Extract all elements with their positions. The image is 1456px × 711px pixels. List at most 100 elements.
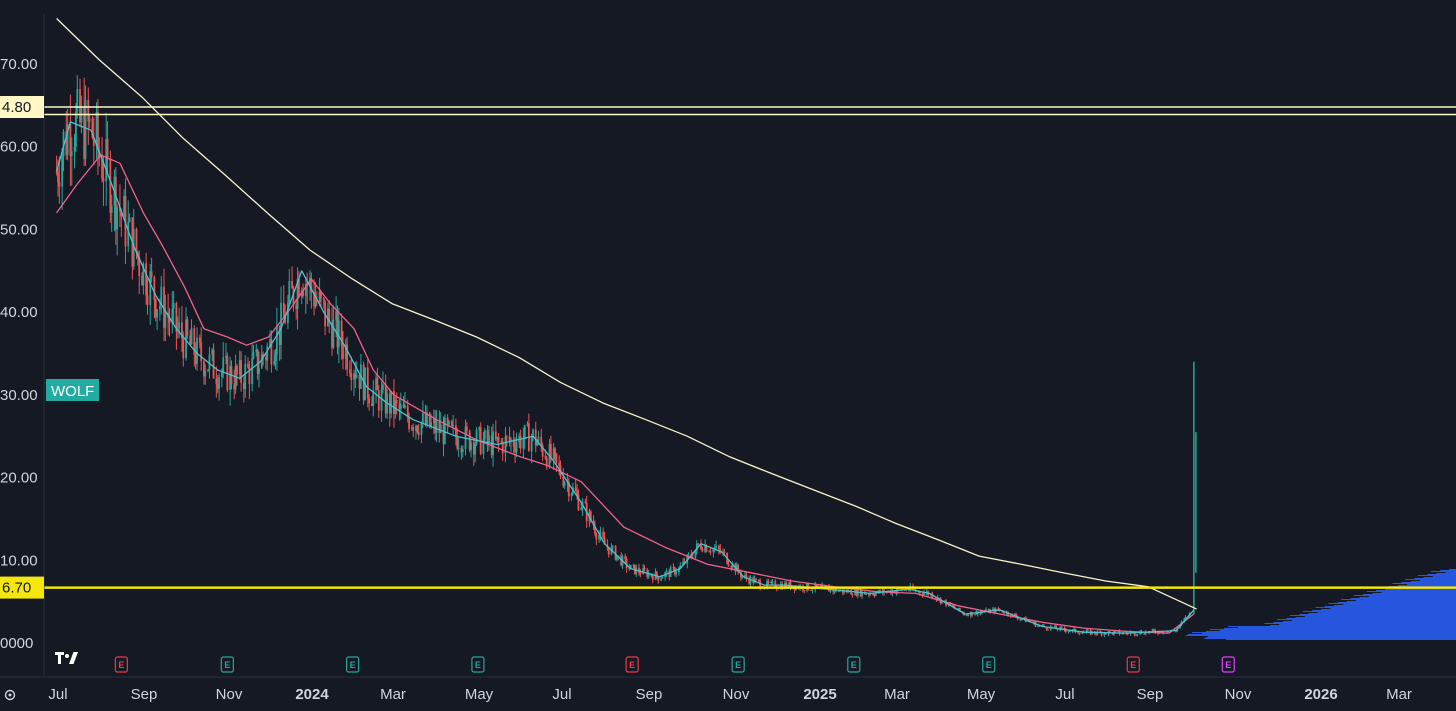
tradingview-logo-icon[interactable] xyxy=(55,652,78,664)
candle-body xyxy=(273,361,276,365)
candle-body xyxy=(73,146,76,152)
x-tick-label: Nov xyxy=(216,686,243,703)
earnings-marker-label: E xyxy=(629,660,635,670)
earnings-marker-icon[interactable] xyxy=(220,656,234,673)
candle-body xyxy=(402,404,405,408)
candle-body xyxy=(461,449,464,453)
candle-body xyxy=(410,427,413,430)
volume-profile-bar xyxy=(1346,601,1456,602)
candle-body xyxy=(1020,618,1023,620)
candle-body xyxy=(470,442,472,451)
candle-body xyxy=(110,205,113,214)
candle-body xyxy=(779,584,782,589)
candle-body xyxy=(160,286,163,307)
candle-body xyxy=(196,337,198,364)
earnings-marker-icon[interactable] xyxy=(847,656,861,673)
candle-body xyxy=(510,439,512,442)
price-tags: 4.80 6.70 xyxy=(0,96,44,599)
ticker-label-text: WOLF xyxy=(51,383,94,400)
candle-body xyxy=(770,581,773,584)
candle-body xyxy=(958,607,961,612)
volume-profile-bar xyxy=(1192,632,1456,633)
candle-body xyxy=(65,131,68,155)
volume-profile-bar xyxy=(1315,607,1456,608)
candle-body xyxy=(153,277,156,300)
candle-body xyxy=(415,425,417,431)
candle-body xyxy=(1045,626,1048,630)
volume-profile-bar xyxy=(1356,600,1456,601)
earnings-marker-icon[interactable] xyxy=(471,656,485,673)
candle-body xyxy=(189,335,192,345)
candle-body xyxy=(448,421,450,425)
earnings-marker-icon[interactable] xyxy=(346,656,360,673)
volume-profile-bar xyxy=(1423,577,1456,578)
candle-body xyxy=(348,369,351,373)
candle-body xyxy=(377,390,380,411)
volume-profile-bar xyxy=(1210,629,1456,630)
candle-body xyxy=(519,435,522,449)
candle-body xyxy=(767,581,770,584)
candle-body xyxy=(384,384,387,414)
volume-profile-bar xyxy=(1337,602,1456,603)
candle-body xyxy=(318,291,321,302)
candle-body xyxy=(203,361,205,377)
candle-body xyxy=(296,278,299,309)
volume-profile-bar xyxy=(1418,575,1456,576)
candle-body xyxy=(675,572,678,575)
candle-body xyxy=(603,537,606,545)
volume-profile-bar xyxy=(1432,576,1456,577)
candle-body xyxy=(79,88,81,123)
candle-body xyxy=(755,579,757,581)
volume-profile-bar xyxy=(1286,618,1456,619)
candle-body xyxy=(1033,621,1036,623)
x-tick-label: Sep xyxy=(636,686,663,703)
earnings-marker-icon[interactable] xyxy=(731,656,745,673)
candle-body xyxy=(739,572,742,578)
earnings-marker-icon[interactable] xyxy=(1221,656,1235,673)
candle-body xyxy=(430,422,433,427)
candle-body xyxy=(574,487,577,492)
candle-body xyxy=(1121,633,1124,635)
candle-body xyxy=(486,430,489,443)
volume-profile-bar xyxy=(1328,603,1456,604)
x-tick-label: Jul xyxy=(48,686,67,703)
horizontal-price-lines[interactable] xyxy=(0,106,1456,589)
volume-profile-bar xyxy=(1279,624,1456,625)
earnings-marker-icon[interactable] xyxy=(625,656,639,673)
candle-body xyxy=(69,123,72,156)
earnings-marker-icon[interactable] xyxy=(114,656,128,673)
candle-body xyxy=(313,292,315,307)
candle-body xyxy=(1056,628,1059,630)
volume-profile-bar xyxy=(1407,584,1456,585)
earnings-marker-icon[interactable] xyxy=(982,656,996,673)
candle-body xyxy=(291,281,293,289)
y-tick-label: 20.00 xyxy=(0,470,38,487)
candle-body xyxy=(475,429,478,445)
earnings-marker-icon[interactable] xyxy=(1126,656,1140,673)
candle-body xyxy=(991,608,994,610)
candle-body xyxy=(731,563,734,568)
candle-body xyxy=(1135,634,1137,636)
candle-body xyxy=(851,594,854,596)
volume-profile-bar xyxy=(1341,599,1456,600)
candle-body xyxy=(1042,625,1045,627)
volume-profile-bar xyxy=(1363,594,1456,595)
candle-body xyxy=(142,263,145,286)
candle-body xyxy=(332,319,335,348)
x-tick-label: Mar xyxy=(884,686,910,703)
candle-body xyxy=(957,607,960,610)
candle-body xyxy=(442,424,445,444)
candle-body xyxy=(132,228,135,267)
ticker-label[interactable]: WOLF xyxy=(46,379,99,401)
candle-body xyxy=(512,439,515,447)
time-axis[interactable]: Jul Sep Nov 2024 Mar May Jul Sep Nov 2025 Mar May Ju… xyxy=(48,686,1412,703)
candle-body xyxy=(599,531,602,536)
gear-icon[interactable] xyxy=(4,689,16,701)
candle-body xyxy=(394,400,397,414)
candle-body xyxy=(1086,629,1089,631)
candle-body xyxy=(642,567,645,575)
candle-body xyxy=(168,317,171,324)
